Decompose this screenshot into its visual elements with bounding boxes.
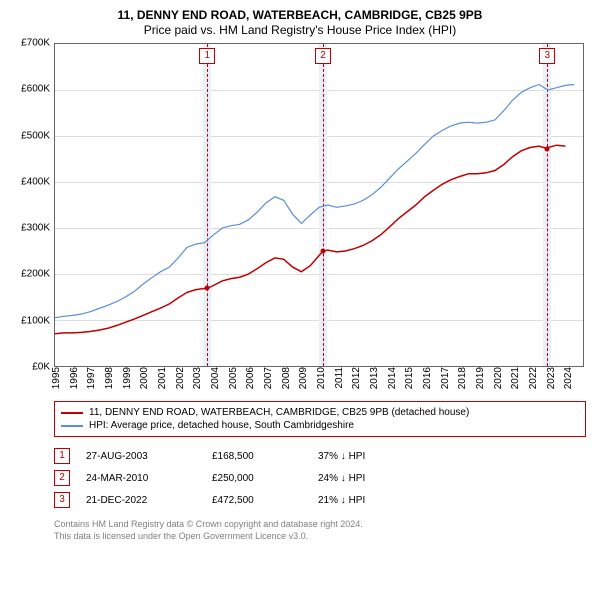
x-tick-label: 2012 (351, 367, 362, 389)
x-tick-label: 2001 (157, 367, 168, 389)
legend-label: HPI: Average price, detached house, Sout… (89, 420, 354, 431)
line-series-svg (55, 44, 583, 366)
legend-swatch-icon (61, 425, 83, 427)
sale-badge-small: 3 (54, 492, 70, 508)
x-tick-label: 2016 (422, 367, 433, 389)
y-tick-label: £400K (21, 176, 50, 187)
chart-container: 11, DENNY END ROAD, WATERBEACH, CAMBRIDG… (0, 0, 600, 548)
sale-badge-small: 1 (54, 448, 70, 464)
sale-price: £472,500 (212, 495, 302, 506)
x-tick-label: 1996 (69, 367, 80, 389)
x-tick-label: 2013 (369, 367, 380, 389)
title-block: 11, DENNY END ROAD, WATERBEACH, CAMBRIDG… (10, 8, 590, 37)
x-tick-label: 2006 (245, 367, 256, 389)
x-tick-label: 2019 (475, 367, 486, 389)
sale-badge: 1 (199, 48, 215, 64)
sale-row: 3 21-DEC-2022 £472,500 21% ↓ HPI (54, 489, 586, 511)
y-tick-label: £600K (21, 84, 50, 95)
attribution-line: Contains HM Land Registry data © Crown c… (54, 519, 586, 531)
series-line-hpi (55, 84, 574, 317)
x-tick-label: 2020 (493, 367, 504, 389)
x-tick-label: 1997 (86, 367, 97, 389)
sale-badge: 2 (315, 48, 331, 64)
sale-point-marker (205, 286, 210, 291)
legend-item-hpi: HPI: Average price, detached house, Sout… (61, 419, 579, 432)
attribution: Contains HM Land Registry data © Crown c… (54, 519, 586, 542)
series-line-price_paid (55, 145, 565, 334)
x-tick-label: 2015 (404, 367, 415, 389)
sale-date: 24-MAR-2010 (86, 473, 196, 484)
sale-price: £168,500 (212, 451, 302, 462)
sale-point-marker (545, 146, 550, 151)
sale-vs-hpi: 24% ↓ HPI (318, 473, 365, 484)
x-tick-label: 2000 (139, 367, 150, 389)
x-axis: 1995 1996 1997 1998 1999 2000 2001 2002 2003 2004… (54, 367, 584, 391)
y-tick-label: £100K (21, 315, 50, 326)
y-tick-label: £700K (21, 38, 50, 49)
x-tick-label: 2004 (210, 367, 221, 389)
x-tick-label: 2022 (528, 367, 539, 389)
legend-label: 11, DENNY END ROAD, WATERBEACH, CAMBRIDG… (89, 407, 469, 418)
legend: 11, DENNY END ROAD, WATERBEACH, CAMBRIDG… (54, 401, 586, 437)
y-axis: £0K£100K£200K£300K£400K£500K£600K£700K (10, 43, 54, 367)
x-tick-label: 2024 (563, 367, 574, 389)
x-tick-label: 1995 (51, 367, 62, 389)
x-tick-label: 2023 (546, 367, 557, 389)
x-tick-label: 2002 (175, 367, 186, 389)
y-tick-label: £300K (21, 223, 50, 234)
sale-vs-hpi: 21% ↓ HPI (318, 495, 365, 506)
chart-title-subtitle: Price paid vs. HM Land Registry's House … (10, 23, 590, 37)
x-tick-label: 2014 (387, 367, 398, 389)
sale-point-marker (321, 249, 326, 254)
attribution-line: This data is licensed under the Open Gov… (54, 531, 586, 543)
chart-title-address: 11, DENNY END ROAD, WATERBEACH, CAMBRIDG… (10, 8, 590, 22)
y-tick-label: £200K (21, 269, 50, 280)
plot-area: £0K£100K£200K£300K£400K£500K£600K£700K 1… (10, 43, 590, 391)
x-tick-label: 2008 (281, 367, 292, 389)
x-tick-label: 2010 (316, 367, 327, 389)
sale-badge: 3 (539, 48, 555, 64)
x-tick-label: 1999 (122, 367, 133, 389)
x-tick-label: 2005 (228, 367, 239, 389)
x-tick-label: 2018 (457, 367, 468, 389)
sale-vs-hpi: 37% ↓ HPI (318, 451, 365, 462)
x-tick-label: 2003 (192, 367, 203, 389)
sale-badge-small: 2 (54, 470, 70, 486)
x-tick-label: 1998 (104, 367, 115, 389)
sale-row: 1 27-AUG-2003 £168,500 37% ↓ HPI (54, 445, 586, 467)
x-tick-label: 2011 (334, 367, 345, 389)
sales-table: 1 27-AUG-2003 £168,500 37% ↓ HPI 2 24-MAR-201… (54, 445, 586, 511)
sale-date: 21-DEC-2022 (86, 495, 196, 506)
y-tick-label: £0K (32, 362, 50, 373)
sale-date: 27-AUG-2003 (86, 451, 196, 462)
plot-region: 1 2 3 (54, 43, 584, 367)
y-tick-label: £500K (21, 130, 50, 141)
x-tick-label: 2017 (440, 367, 451, 389)
sale-price: £250,000 (212, 473, 302, 484)
x-tick-label: 2009 (298, 367, 309, 389)
x-tick-label: 2007 (263, 367, 274, 389)
legend-swatch-icon (61, 412, 83, 414)
x-tick-label: 2021 (510, 367, 521, 389)
legend-item-price-paid: 11, DENNY END ROAD, WATERBEACH, CAMBRIDG… (61, 406, 579, 419)
sale-row: 2 24-MAR-2010 £250,000 24% ↓ HPI (54, 467, 586, 489)
